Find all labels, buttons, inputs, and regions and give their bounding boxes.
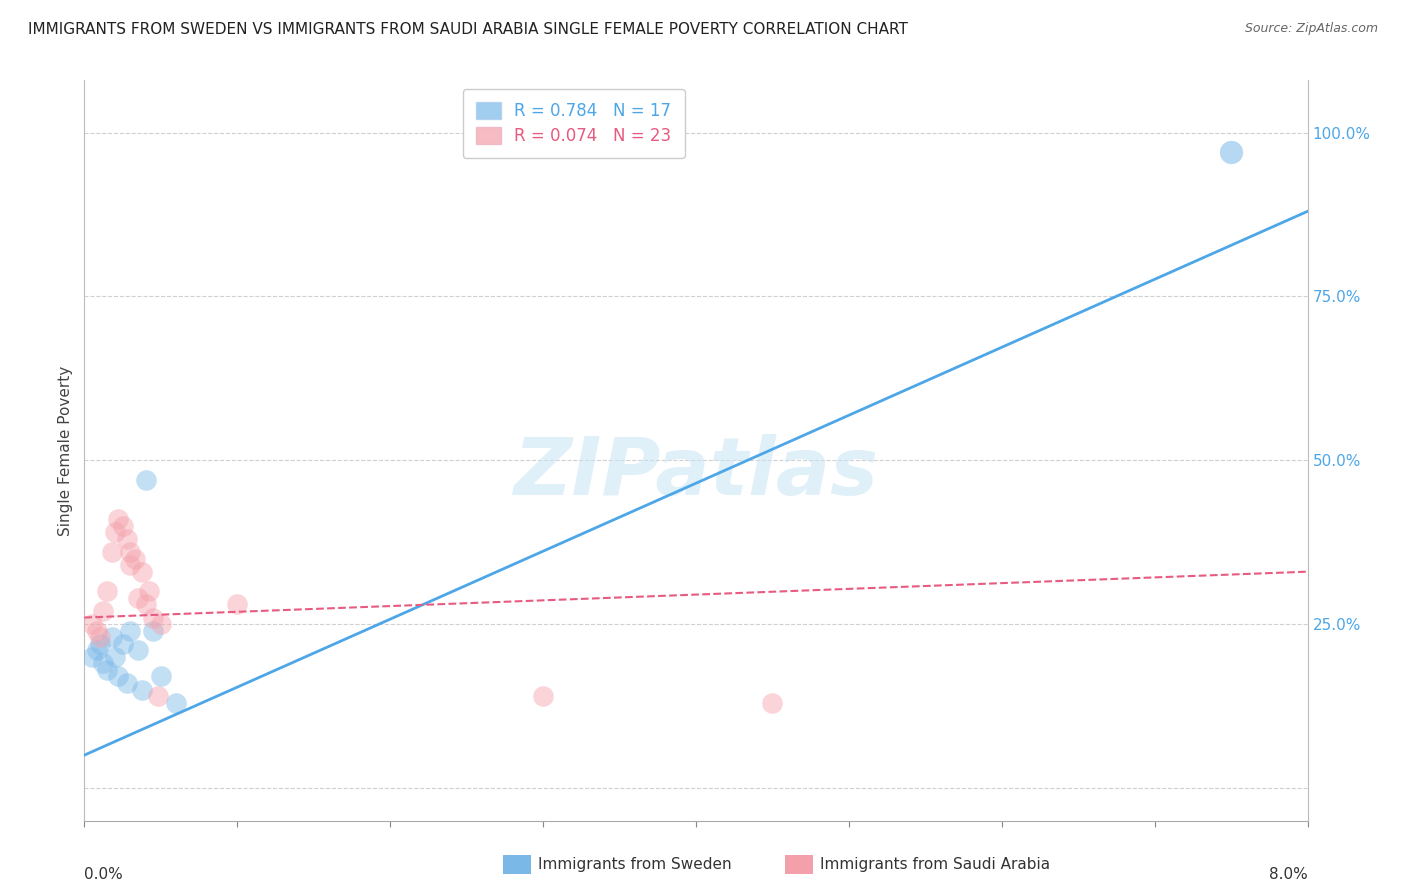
Text: ZIPatlas: ZIPatlas <box>513 434 879 512</box>
Point <box>120 545 142 559</box>
Point <box>135 473 157 487</box>
Y-axis label: Single Female Poverty: Single Female Poverty <box>58 366 73 535</box>
Point <box>91 657 114 671</box>
Point <box>127 643 149 657</box>
Point <box>226 598 249 612</box>
Point <box>96 584 118 599</box>
Text: Immigrants from Sweden: Immigrants from Sweden <box>538 857 733 871</box>
Point <box>149 669 172 683</box>
Point <box>142 610 165 624</box>
Point <box>111 637 134 651</box>
Point <box>86 624 108 638</box>
Text: 0.0%: 0.0% <box>84 866 124 881</box>
Point <box>127 591 149 605</box>
Point <box>104 525 127 540</box>
Point <box>91 604 114 618</box>
Point <box>107 669 129 683</box>
Point <box>96 663 118 677</box>
Point <box>104 649 127 664</box>
Point <box>124 551 146 566</box>
Point <box>761 696 783 710</box>
Point <box>146 689 169 703</box>
Point <box>80 649 103 664</box>
Point <box>131 682 153 697</box>
Text: Immigrants from Saudi Arabia: Immigrants from Saudi Arabia <box>820 857 1050 871</box>
Point <box>107 512 129 526</box>
Point <box>80 617 103 632</box>
Point <box>120 558 142 573</box>
Text: 8.0%: 8.0% <box>1268 866 1308 881</box>
Point <box>165 696 187 710</box>
Point <box>131 565 153 579</box>
Point <box>101 630 124 644</box>
Point <box>135 598 157 612</box>
Point <box>89 637 111 651</box>
Point <box>1220 145 1243 160</box>
Point <box>115 532 138 546</box>
Text: IMMIGRANTS FROM SWEDEN VS IMMIGRANTS FROM SAUDI ARABIA SINGLE FEMALE POVERTY COR: IMMIGRANTS FROM SWEDEN VS IMMIGRANTS FRO… <box>28 22 908 37</box>
Point <box>142 624 165 638</box>
Point <box>531 689 554 703</box>
Point <box>111 518 134 533</box>
Point <box>101 545 124 559</box>
Text: Source: ZipAtlas.com: Source: ZipAtlas.com <box>1244 22 1378 36</box>
Point <box>120 624 142 638</box>
Point <box>115 676 138 690</box>
Point <box>86 643 108 657</box>
Point <box>89 630 111 644</box>
Legend: R = 0.784   N = 17, R = 0.074   N = 23: R = 0.784 N = 17, R = 0.074 N = 23 <box>463 88 685 158</box>
Point <box>149 617 172 632</box>
Point <box>138 584 160 599</box>
